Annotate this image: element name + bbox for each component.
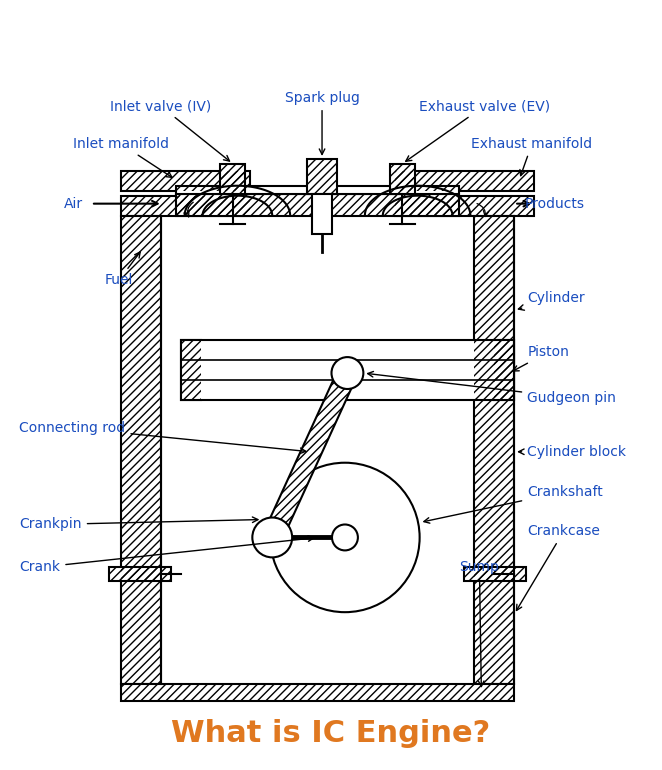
Bar	[175, 186, 459, 194]
Bar	[121, 171, 250, 191]
Bar	[109, 567, 171, 581]
Bar	[121, 574, 161, 684]
Text: Exhaust manifold: Exhaust manifold	[471, 137, 592, 176]
Bar	[475, 216, 514, 574]
Text: What is IC Engine?: What is IC Engine?	[171, 719, 491, 748]
Bar	[475, 216, 514, 574]
Text: Connecting rod: Connecting rod	[19, 421, 306, 454]
Text: Crankpin: Crankpin	[19, 517, 258, 531]
Bar	[312, 194, 332, 233]
Text: Piston: Piston	[513, 345, 569, 371]
Text: Fuel: Fuel	[105, 252, 140, 287]
Bar	[395, 171, 534, 191]
Bar	[395, 196, 534, 216]
Text: Crank: Crank	[19, 536, 314, 574]
Bar	[175, 194, 459, 216]
Bar	[121, 196, 250, 216]
Text: Sump: Sump	[459, 561, 499, 687]
Bar	[121, 574, 161, 684]
Circle shape	[252, 517, 292, 557]
Bar	[220, 164, 246, 194]
Bar	[495, 340, 514, 400]
Bar	[395, 196, 534, 216]
Bar	[307, 159, 337, 194]
Text: Air: Air	[64, 196, 83, 211]
Text: Crankcase: Crankcase	[516, 524, 600, 611]
Polygon shape	[263, 369, 356, 541]
Circle shape	[332, 357, 363, 389]
Bar	[307, 159, 337, 194]
Bar	[181, 340, 201, 400]
Bar	[109, 567, 171, 581]
Text: Gudgeon pin: Gudgeon pin	[367, 371, 616, 405]
Bar	[181, 340, 201, 400]
Bar	[121, 684, 514, 701]
Bar	[121, 171, 250, 191]
Bar	[390, 164, 414, 194]
Bar	[161, 216, 514, 405]
Text: Inlet manifold: Inlet manifold	[73, 137, 172, 177]
Text: Spark plug: Spark plug	[285, 91, 359, 155]
Bar	[475, 574, 514, 684]
Text: Exhaust valve (EV): Exhaust valve (EV)	[406, 99, 550, 161]
Text: Products: Products	[524, 196, 584, 211]
Bar	[121, 216, 161, 574]
Bar	[220, 164, 246, 194]
Circle shape	[270, 463, 420, 612]
Bar	[121, 684, 514, 701]
Bar	[181, 340, 514, 400]
Text: Crankshaft: Crankshaft	[424, 484, 603, 523]
Bar	[465, 567, 526, 581]
Bar	[121, 196, 250, 216]
Bar	[465, 567, 526, 581]
Bar	[475, 574, 514, 684]
Bar	[175, 194, 459, 216]
Bar	[121, 216, 161, 574]
Bar	[395, 171, 534, 191]
Bar	[390, 164, 414, 194]
Text: Cylinder block: Cylinder block	[518, 445, 626, 459]
Circle shape	[332, 524, 358, 551]
Bar	[495, 340, 514, 400]
Text: Inlet valve (IV): Inlet valve (IV)	[110, 99, 230, 161]
Text: Cylinder: Cylinder	[518, 291, 585, 310]
